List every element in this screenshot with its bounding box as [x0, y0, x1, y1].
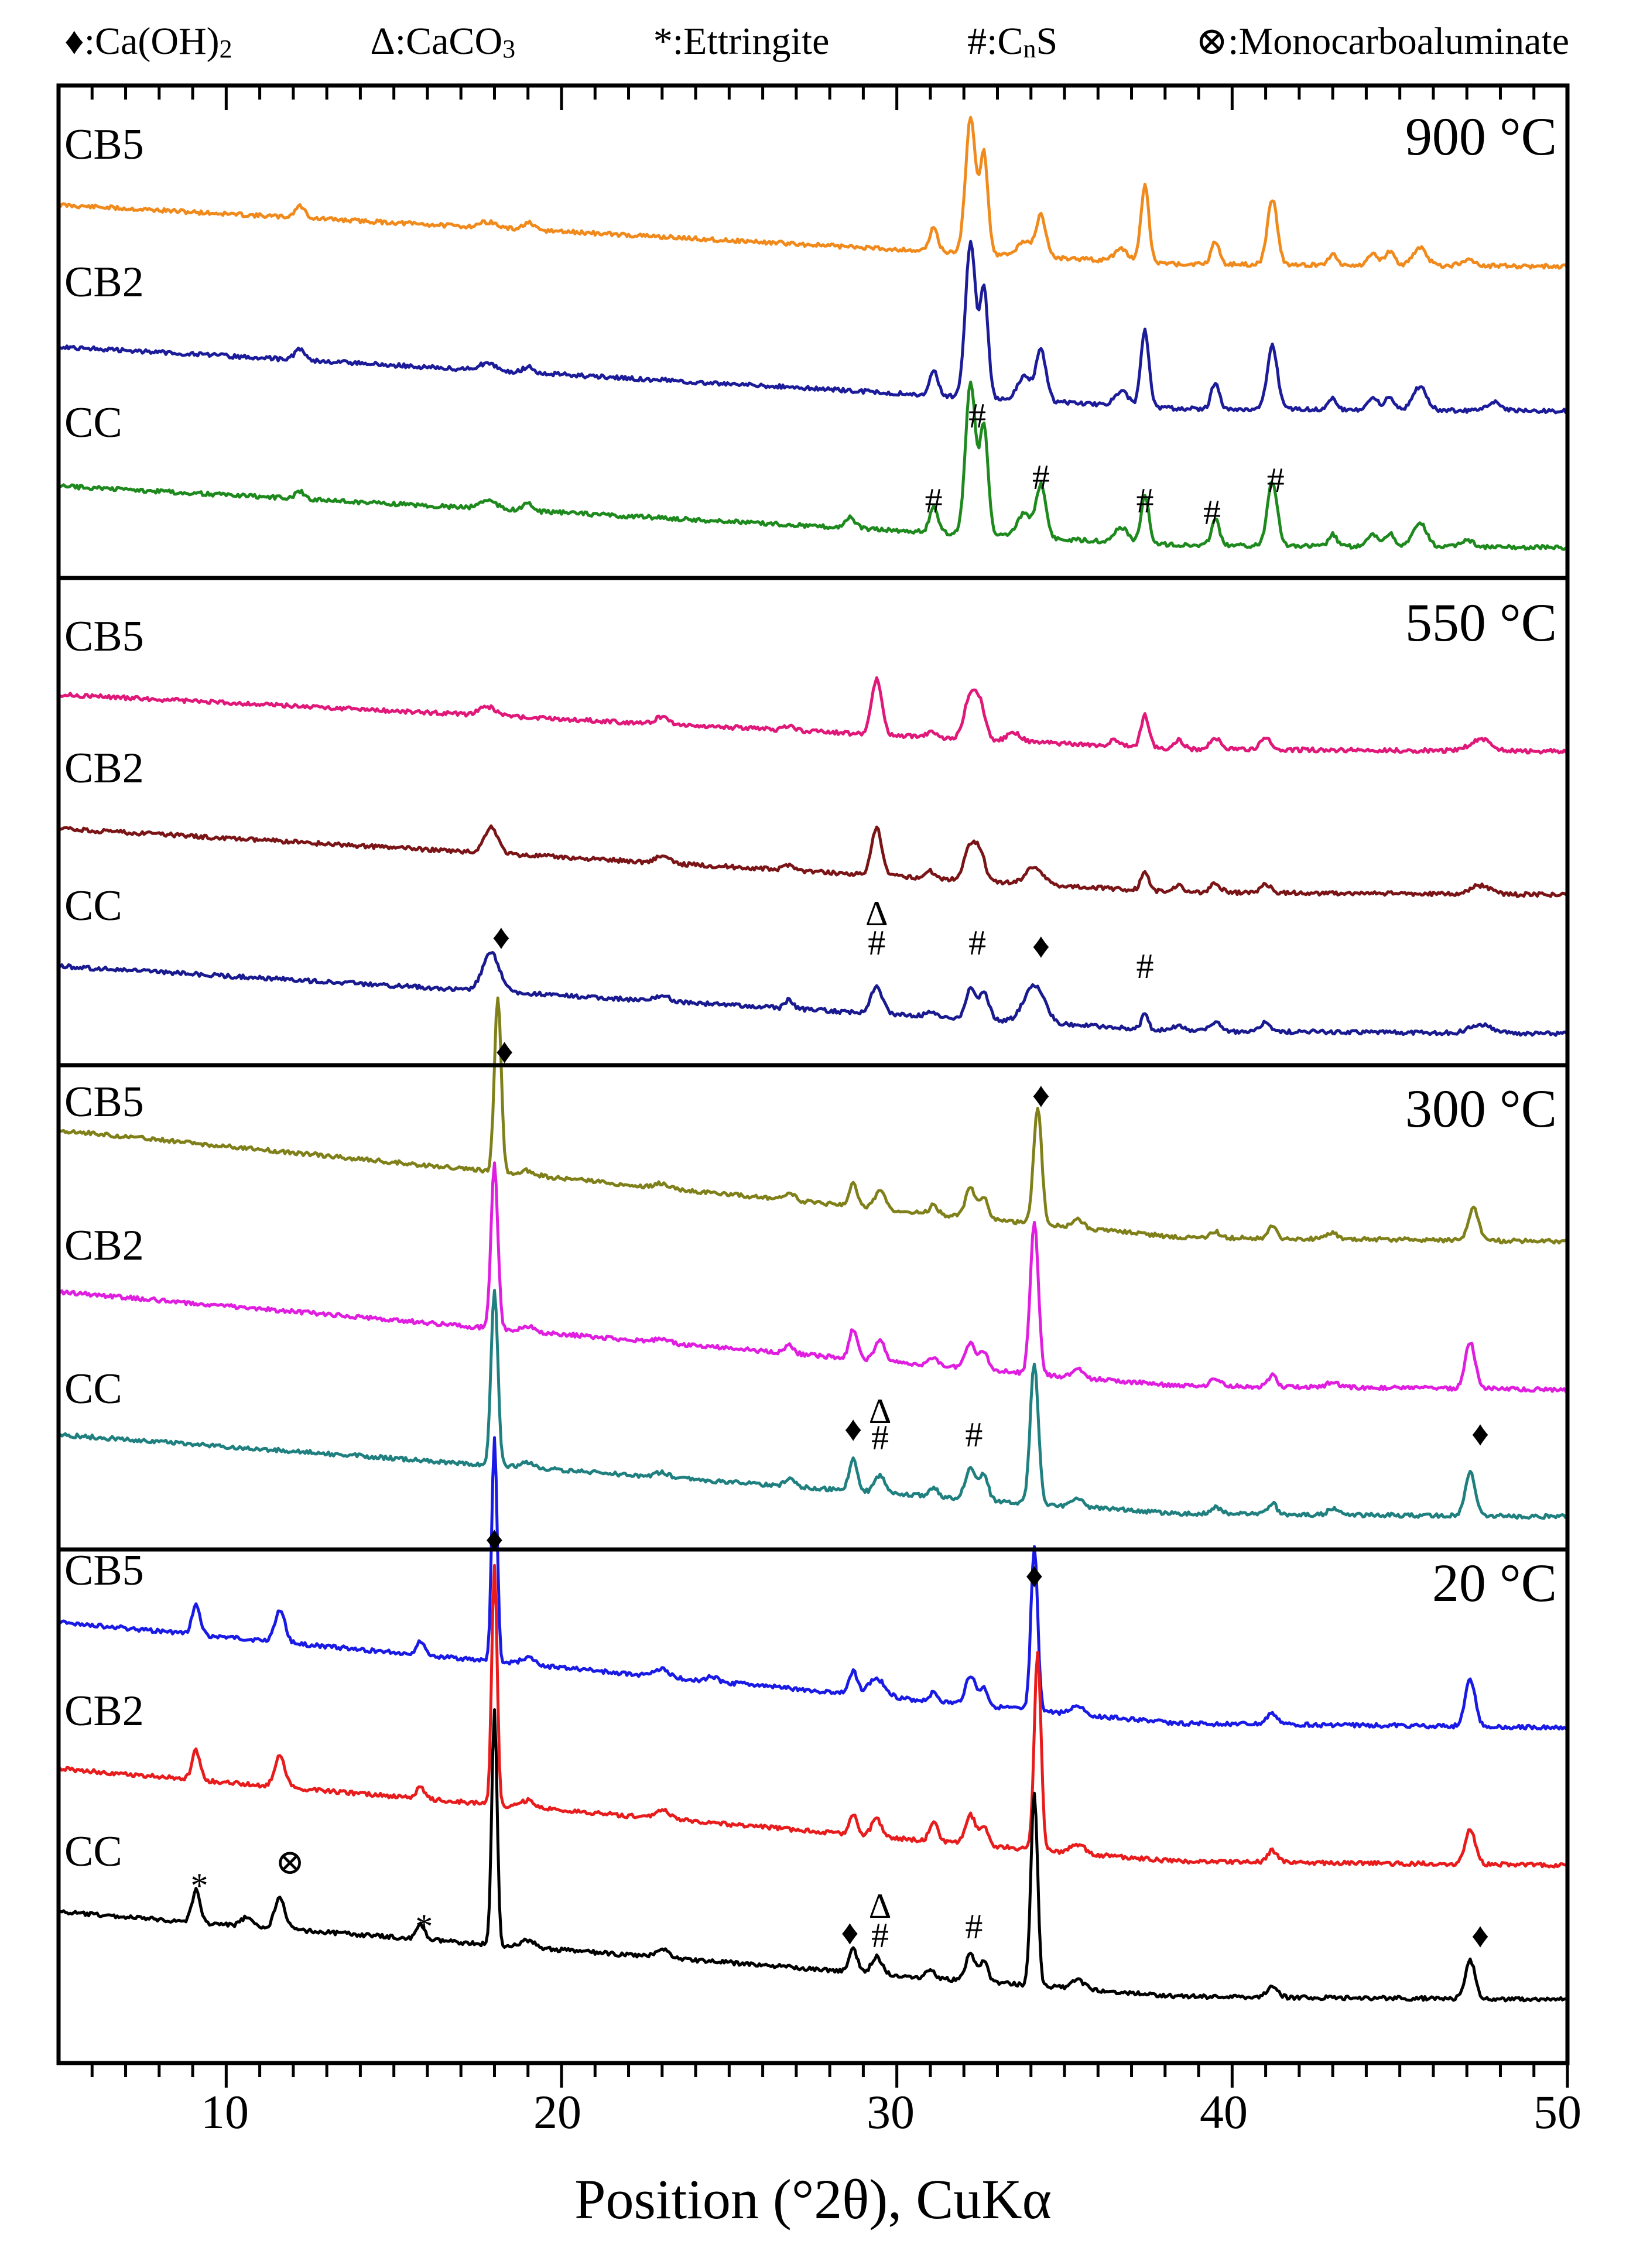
phase-marker: #	[1136, 481, 1154, 520]
x-tick-label: 50	[1533, 2085, 1582, 2139]
phase-marker: #	[1136, 947, 1154, 986]
panel-temperature-title: 550 °C	[1405, 593, 1557, 652]
phase-marker: ♦	[844, 1410, 862, 1448]
phase-marker: #	[1203, 493, 1221, 532]
phase-marker: ♦	[841, 1913, 859, 1952]
phase-marker: ♦	[492, 918, 511, 956]
trace-cb2-900	[58, 240, 1569, 415]
panel-temperature-title: 300 °C	[1405, 1079, 1557, 1138]
phase-marker: ♦	[1032, 1076, 1050, 1114]
trace-cb5-900	[57, 115, 1569, 270]
legend-item-ettringite: *:Ettringite	[653, 20, 830, 63]
phase-marker: #	[1032, 458, 1050, 497]
phase-marker: #	[871, 1916, 889, 1955]
phase-marker: #	[871, 1418, 889, 1457]
phase-marker: #	[968, 923, 987, 962]
series-label: CB5	[64, 1547, 144, 1595]
phase-marker: ♦	[1032, 926, 1050, 965]
xrd-traces	[57, 115, 1569, 2003]
trace-cb2-300	[57, 1161, 1568, 1393]
series-label: CC	[64, 1365, 122, 1413]
phase-marker: Δ	[868, 1887, 892, 1925]
panel-temperature-title: 20 °C	[1432, 1553, 1557, 1613]
phase-marker: Δ	[865, 894, 888, 933]
x-axis-label: Position (°2θ), CuKα	[574, 2168, 1052, 2231]
circled-times-icon: ⊗	[1195, 20, 1228, 63]
phase-marker: ♦	[1471, 1916, 1490, 1955]
plot-frame	[56, 83, 1570, 2088]
phase-legend: ♦:Ca(OH)2 Δ:CaCO3 *:Ettringite #:CnS ⊗:M…	[64, 22, 1569, 62]
trace-cb2-20	[58, 1564, 1569, 1869]
trace-cc-550	[58, 951, 1569, 1037]
phase-marker: ♦	[1025, 1556, 1043, 1595]
x-tick-label: 30	[867, 2085, 915, 2139]
series-label: CB5	[64, 121, 144, 169]
hash-icon: #	[967, 20, 987, 63]
trace-cb5-300	[57, 996, 1569, 1245]
panel-temperature-title: 900 °C	[1405, 107, 1557, 166]
trace-cc-300	[57, 1289, 1569, 1520]
legend-item-caoh2: ♦:Ca(OH)2	[64, 20, 232, 63]
series-label: CB2	[64, 1222, 144, 1270]
phase-marker: #	[968, 396, 987, 435]
series-label: CC	[64, 399, 122, 447]
phase-marker: *	[190, 1866, 208, 1905]
x-tick-label: 40	[1200, 2085, 1248, 2139]
legend-item-monocarboaluminate: ⊗:Monocarboaluminate	[1195, 20, 1569, 63]
series-label: CB2	[64, 744, 144, 792]
series-label: CB5	[64, 613, 144, 661]
phase-marker: #	[868, 923, 886, 962]
series-label: CC	[64, 1828, 122, 1876]
trace-cc-20	[57, 1708, 1569, 2003]
legend-item-cns: #:CnS	[967, 20, 1058, 63]
trace-cb2-550	[57, 824, 1568, 898]
phase-marker: ♦	[485, 1520, 504, 1558]
legend-item-caco3: Δ:CaCO3	[370, 20, 516, 63]
series-label: CC	[64, 882, 122, 930]
phase-marker: ♦	[1471, 1414, 1490, 1453]
phase-marker: *	[415, 1907, 433, 1946]
phase-marker: #	[965, 1907, 983, 1946]
phase-marker: ♦	[495, 1032, 514, 1070]
triangle-icon: Δ	[370, 20, 395, 63]
asterisk-icon: *	[653, 20, 673, 63]
series-label: CB2	[64, 258, 144, 306]
series-label: CB5	[64, 1078, 144, 1126]
trace-cc-900	[57, 380, 1569, 551]
phase-marker: #	[965, 1415, 983, 1454]
series-label: CB2	[64, 1687, 144, 1735]
trace-cb5-20	[57, 1436, 1569, 1731]
x-tick-label: 20	[533, 2085, 581, 2139]
phase-marker: ⊗	[275, 1843, 305, 1882]
phase-marker: Δ	[868, 1392, 892, 1431]
phase-marker: #	[1266, 461, 1285, 500]
trace-cb5-550	[58, 676, 1569, 755]
x-tick-label: 10	[201, 2085, 249, 2139]
diamond-icon: ♦	[64, 20, 84, 63]
phase-marker: #	[925, 481, 943, 520]
